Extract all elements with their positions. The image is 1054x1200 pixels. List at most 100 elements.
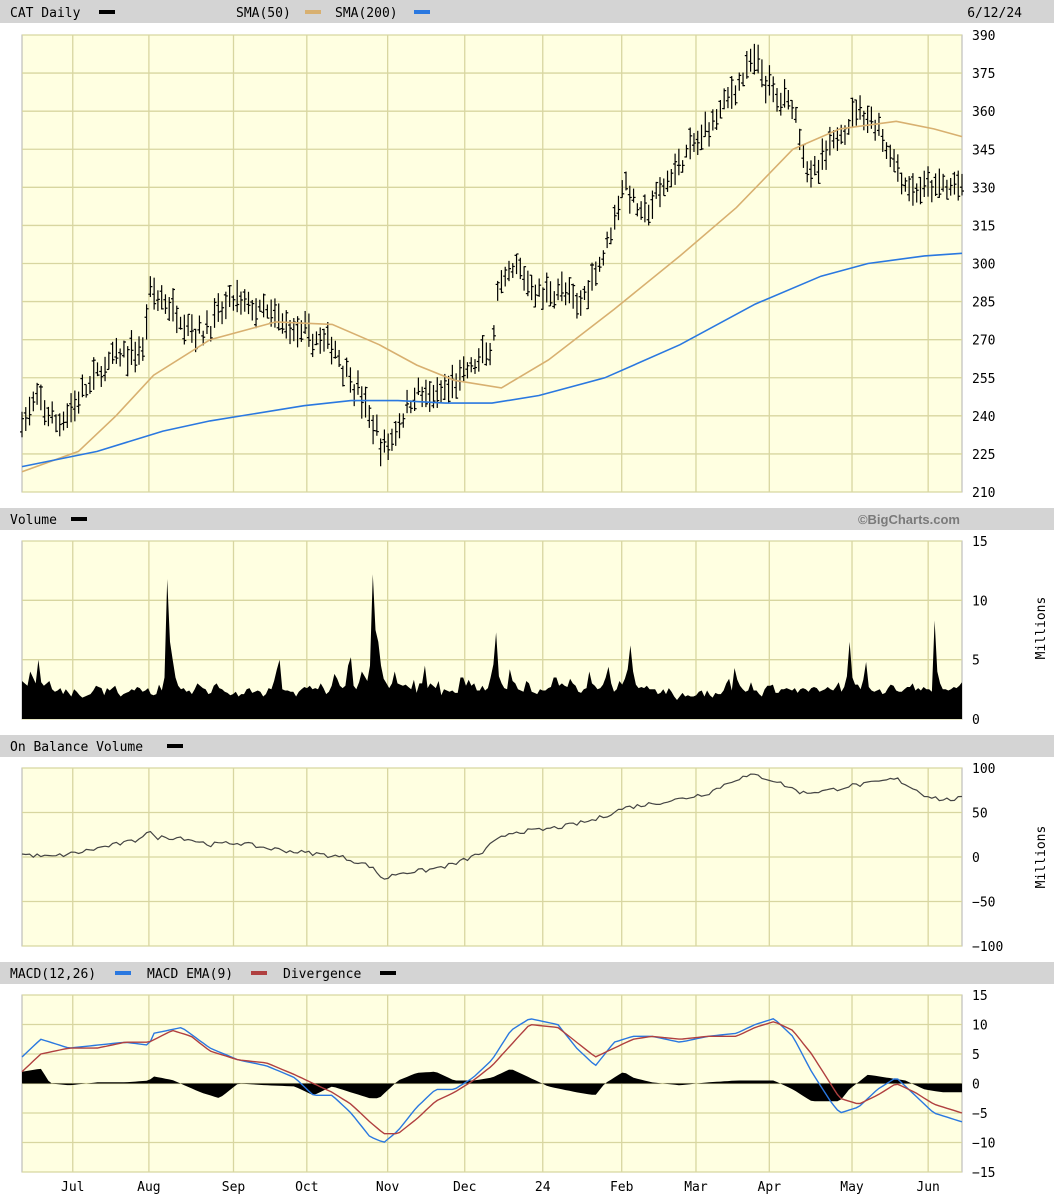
- price-bar: [816, 159, 821, 184]
- header-bar-macd: [0, 962, 1054, 984]
- price-bar: [646, 204, 651, 226]
- price-bar: [446, 375, 451, 403]
- price-bar: [50, 401, 55, 424]
- price-bar: [99, 366, 104, 387]
- price-bar: [250, 299, 255, 321]
- price-bar: [884, 142, 889, 159]
- price-bar: [280, 313, 285, 334]
- price-bar: [38, 384, 43, 411]
- price-bar: [540, 287, 545, 310]
- price-bar: [778, 92, 783, 116]
- price-bar: [439, 380, 444, 403]
- y-tick-label: 50: [972, 807, 988, 822]
- price-bar: [31, 391, 36, 412]
- y-tick-label: −100: [972, 940, 1003, 955]
- price-bar: [454, 373, 459, 399]
- y-tick-label: −10: [972, 1137, 995, 1152]
- x-tick-label: Mar: [684, 1180, 708, 1195]
- macd-legend-swatch: [115, 971, 131, 975]
- price-bar: [654, 181, 659, 199]
- price-bar: [722, 88, 727, 110]
- divergence-area: [22, 1068, 962, 1102]
- price-bar: [121, 340, 126, 358]
- sma200-label: SMA(200): [335, 6, 398, 21]
- price-bar: [582, 286, 587, 301]
- y-tick-label: 5: [972, 1048, 980, 1063]
- price-bar: [35, 382, 40, 405]
- price-bar: [295, 316, 300, 348]
- price-bar: [695, 130, 700, 155]
- volume-legend-swatch: [71, 517, 87, 521]
- price-bar: [741, 72, 746, 87]
- price-bar: [27, 396, 32, 426]
- y-tick-label: 300: [972, 258, 995, 273]
- price-bar: [242, 289, 247, 312]
- sma200-legend-swatch: [414, 10, 430, 14]
- price-bar: [322, 328, 327, 352]
- price-bar: [903, 177, 908, 192]
- price-bar: [91, 357, 96, 390]
- y-tick-label: −15: [972, 1166, 995, 1181]
- price-bar: [533, 284, 538, 308]
- y-tick-label: −5: [972, 1107, 988, 1122]
- y-tick-label: 255: [972, 372, 995, 387]
- price-bar: [922, 170, 927, 198]
- price-bar: [956, 170, 961, 201]
- price-bar: [627, 185, 632, 214]
- price-bar: [174, 305, 179, 334]
- price-bar: [574, 292, 579, 319]
- price-bar: [69, 393, 74, 423]
- price-bar: [960, 173, 964, 196]
- price-bar: [775, 88, 780, 112]
- price-bar: [276, 303, 281, 331]
- y-tick-label: 10: [972, 1019, 988, 1034]
- chart-date: 6/12/24: [967, 6, 1022, 21]
- price-bar: [824, 140, 829, 170]
- price-bar: [484, 342, 489, 366]
- x-tick-label: 24: [535, 1180, 551, 1195]
- obv-unit-label: Millions: [1034, 826, 1049, 889]
- y-tick-label: 240: [972, 410, 995, 425]
- price-bar: [759, 59, 764, 88]
- price-bar: [529, 274, 534, 301]
- price-bar: [612, 204, 617, 230]
- price-bar: [503, 266, 508, 287]
- price-bar: [605, 231, 610, 249]
- price-bar: [888, 144, 893, 168]
- sma200-line: [21, 252, 963, 468]
- price-bar: [948, 178, 953, 196]
- price-bar: [231, 295, 236, 311]
- y-tick-label: 10: [972, 594, 988, 609]
- price-bar: [348, 367, 353, 393]
- x-tick-label: Nov: [376, 1180, 400, 1195]
- y-tick-label: 0: [972, 1078, 980, 1093]
- price-bar: [140, 337, 145, 361]
- y-tick-label: 315: [972, 219, 995, 234]
- price-bar: [820, 138, 825, 170]
- macd-ema-line: [21, 1021, 963, 1135]
- price-bar: [926, 166, 931, 197]
- price-bar: [80, 374, 85, 398]
- price-bar: [254, 298, 259, 329]
- price-bar: [137, 336, 142, 365]
- price-bar: [688, 127, 693, 160]
- price-bar: [910, 173, 915, 206]
- price-bar: [744, 50, 749, 79]
- price-bar: [367, 405, 372, 428]
- volume-unit-label: Millions: [1034, 597, 1049, 660]
- price-bar: [684, 144, 689, 158]
- price-bar: [178, 316, 183, 330]
- price-bar: [393, 420, 398, 446]
- price-bar: [129, 330, 134, 365]
- x-tick-label: Sep: [222, 1180, 246, 1195]
- price-bar: [23, 407, 28, 431]
- x-tick-label: Jul: [61, 1180, 84, 1195]
- price-bar: [563, 282, 568, 306]
- price-bar: [355, 370, 360, 395]
- price-bar: [114, 337, 119, 364]
- price-bar: [155, 290, 160, 311]
- y-tick-label: 285: [972, 296, 995, 311]
- price-bar: [601, 250, 606, 266]
- price-bar: [110, 341, 115, 364]
